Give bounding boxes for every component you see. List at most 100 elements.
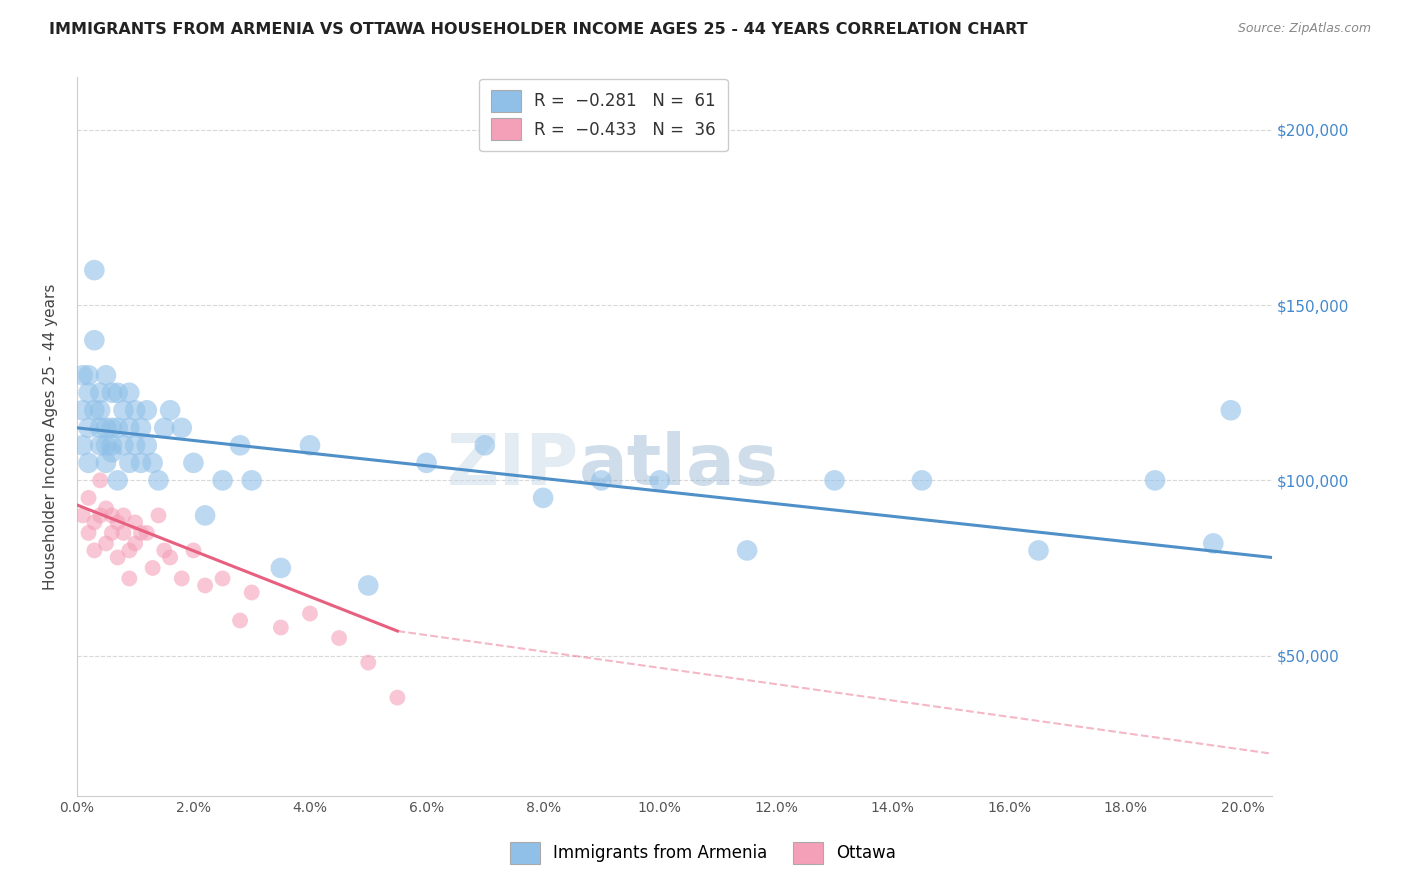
- Point: [531, 491, 554, 505]
- Point: [135, 438, 157, 452]
- Point: [77, 385, 100, 400]
- Point: [159, 550, 181, 565]
- Point: [77, 368, 100, 383]
- Point: [112, 508, 135, 523]
- Point: [170, 421, 193, 435]
- Point: [94, 438, 117, 452]
- Point: [135, 403, 157, 417]
- Legend: Immigrants from Armenia, Ottawa: Immigrants from Armenia, Ottawa: [503, 836, 903, 871]
- Point: [142, 561, 165, 575]
- Point: [107, 550, 129, 565]
- Point: [194, 508, 217, 523]
- Point: [77, 421, 100, 435]
- Point: [94, 501, 117, 516]
- Point: [72, 403, 94, 417]
- Point: [89, 474, 111, 488]
- Point: [298, 438, 321, 452]
- Point: [83, 543, 105, 558]
- Point: [83, 333, 105, 347]
- Text: atlas: atlas: [579, 431, 779, 500]
- Point: [77, 491, 100, 505]
- Point: [911, 474, 934, 488]
- Text: ZIP: ZIP: [446, 431, 579, 500]
- Point: [170, 572, 193, 586]
- Point: [101, 421, 124, 435]
- Point: [240, 474, 263, 488]
- Point: [142, 456, 165, 470]
- Text: Source: ZipAtlas.com: Source: ZipAtlas.com: [1237, 22, 1371, 36]
- Point: [270, 620, 292, 634]
- Point: [194, 578, 217, 592]
- Point: [101, 385, 124, 400]
- Point: [229, 438, 252, 452]
- Point: [118, 543, 141, 558]
- Point: [153, 421, 176, 435]
- Point: [83, 516, 105, 530]
- Point: [89, 438, 111, 452]
- Point: [107, 516, 129, 530]
- Point: [1143, 474, 1166, 488]
- Point: [107, 421, 129, 435]
- Point: [118, 572, 141, 586]
- Point: [129, 525, 152, 540]
- Point: [387, 690, 409, 705]
- Point: [89, 508, 111, 523]
- Point: [107, 474, 129, 488]
- Text: IMMIGRANTS FROM ARMENIA VS OTTAWA HOUSEHOLDER INCOME AGES 25 - 44 YEARS CORRELAT: IMMIGRANTS FROM ARMENIA VS OTTAWA HOUSEH…: [49, 22, 1028, 37]
- Point: [94, 368, 117, 383]
- Point: [107, 385, 129, 400]
- Y-axis label: Householder Income Ages 25 - 44 years: Householder Income Ages 25 - 44 years: [44, 284, 58, 590]
- Point: [94, 421, 117, 435]
- Point: [153, 543, 176, 558]
- Legend: R =  −0.281   N =  61, R =  −0.433   N =  36: R = −0.281 N = 61, R = −0.433 N = 36: [479, 78, 728, 152]
- Point: [83, 403, 105, 417]
- Point: [415, 456, 437, 470]
- Point: [124, 438, 146, 452]
- Point: [72, 438, 94, 452]
- Point: [124, 536, 146, 550]
- Point: [129, 456, 152, 470]
- Point: [148, 508, 170, 523]
- Point: [101, 445, 124, 459]
- Point: [1202, 536, 1225, 550]
- Point: [591, 474, 613, 488]
- Point: [77, 456, 100, 470]
- Point: [118, 456, 141, 470]
- Point: [270, 561, 292, 575]
- Point: [124, 516, 146, 530]
- Point: [129, 421, 152, 435]
- Point: [89, 385, 111, 400]
- Point: [101, 508, 124, 523]
- Point: [112, 438, 135, 452]
- Point: [89, 403, 111, 417]
- Point: [240, 585, 263, 599]
- Point: [183, 456, 205, 470]
- Point: [735, 543, 758, 558]
- Point: [148, 474, 170, 488]
- Point: [101, 438, 124, 452]
- Point: [474, 438, 496, 452]
- Point: [211, 474, 233, 488]
- Point: [1028, 543, 1050, 558]
- Point: [211, 572, 233, 586]
- Point: [118, 421, 141, 435]
- Point: [94, 456, 117, 470]
- Point: [83, 263, 105, 277]
- Point: [94, 536, 117, 550]
- Point: [89, 421, 111, 435]
- Point: [112, 525, 135, 540]
- Point: [1219, 403, 1241, 417]
- Point: [72, 368, 94, 383]
- Point: [298, 607, 321, 621]
- Point: [357, 656, 380, 670]
- Point: [135, 525, 157, 540]
- Point: [824, 474, 846, 488]
- Point: [72, 508, 94, 523]
- Point: [648, 474, 671, 488]
- Point: [159, 403, 181, 417]
- Point: [124, 403, 146, 417]
- Point: [357, 578, 380, 592]
- Point: [328, 631, 350, 645]
- Point: [183, 543, 205, 558]
- Point: [101, 525, 124, 540]
